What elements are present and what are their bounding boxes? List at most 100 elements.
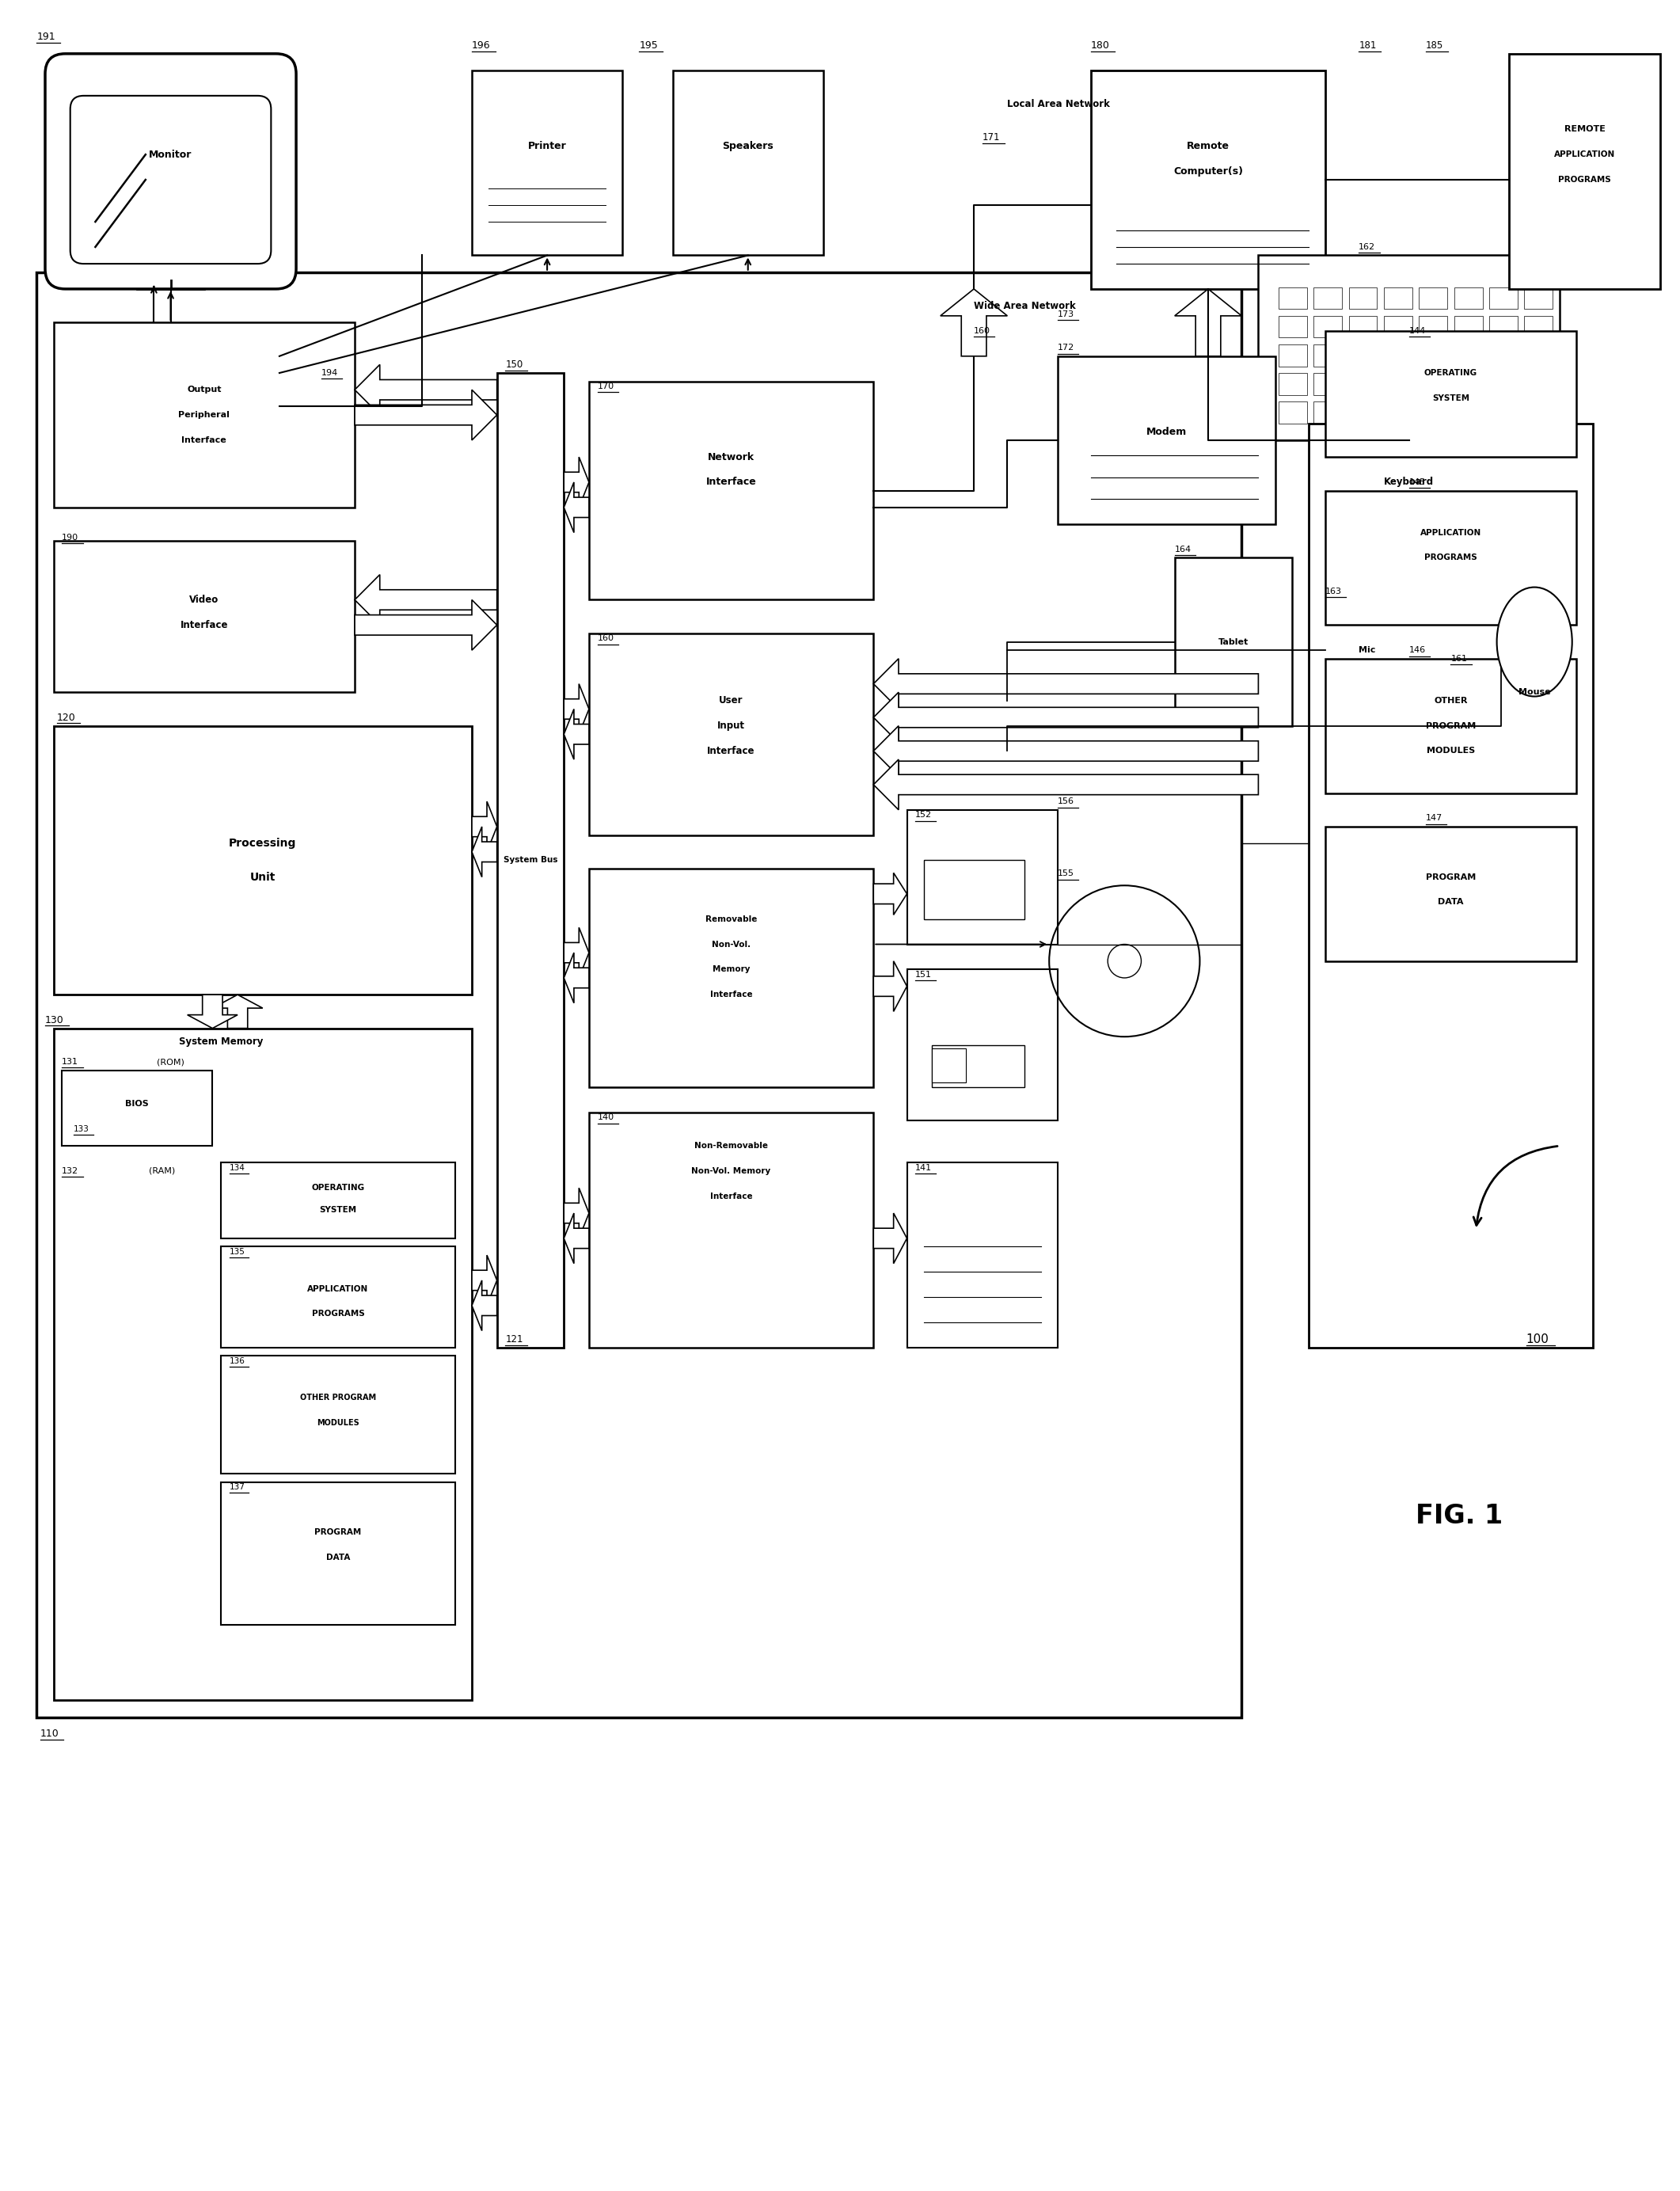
Text: MODULES: MODULES — [1426, 747, 1475, 756]
Bar — [37, 272, 1242, 1718]
Bar — [1090, 70, 1326, 289]
FancyArrow shape — [874, 760, 1258, 811]
Bar — [220, 1356, 455, 1475]
Bar — [1455, 401, 1482, 423]
FancyArrow shape — [874, 659, 1258, 710]
Bar — [1314, 401, 1342, 423]
FancyArrow shape — [874, 725, 1258, 776]
FancyArrow shape — [354, 390, 497, 440]
Bar — [1455, 316, 1482, 337]
Text: Output: Output — [186, 386, 222, 394]
Bar — [1314, 344, 1342, 366]
Text: 151: 151 — [916, 971, 932, 979]
Text: 173: 173 — [1057, 311, 1074, 318]
Text: 140: 140 — [598, 1113, 615, 1122]
Text: (ROM): (ROM) — [156, 1058, 185, 1065]
FancyArrow shape — [564, 927, 590, 977]
Text: Local Area Network: Local Area Network — [1008, 99, 1110, 110]
Text: 110: 110 — [40, 1729, 59, 1740]
Text: 190: 190 — [62, 535, 79, 541]
Text: 144: 144 — [1410, 326, 1426, 335]
Text: PROGRAMS: PROGRAMS — [1425, 554, 1477, 561]
Text: 131: 131 — [62, 1058, 79, 1065]
Text: Video: Video — [190, 594, 218, 605]
Bar — [1314, 372, 1342, 394]
Text: 155: 155 — [1057, 870, 1074, 879]
Text: OPERATING: OPERATING — [311, 1183, 365, 1192]
Bar — [220, 1481, 455, 1626]
Bar — [1384, 401, 1413, 423]
Text: 185: 185 — [1426, 39, 1443, 50]
Text: Interface: Interface — [181, 436, 227, 445]
Bar — [1524, 316, 1552, 337]
Bar — [1384, 372, 1413, 394]
Bar — [1455, 344, 1482, 366]
FancyArrow shape — [874, 962, 907, 1012]
FancyBboxPatch shape — [71, 96, 270, 263]
Bar — [907, 811, 1057, 944]
Text: Memory: Memory — [712, 966, 749, 973]
Bar — [1524, 344, 1552, 366]
Text: Unit: Unit — [250, 872, 276, 883]
Bar — [1174, 559, 1292, 725]
Text: 135: 135 — [228, 1249, 245, 1255]
Bar — [672, 70, 823, 256]
Text: 147: 147 — [1426, 815, 1443, 822]
Bar — [1524, 287, 1552, 309]
Bar — [1349, 344, 1378, 366]
Text: Non-Removable: Non-Removable — [694, 1142, 768, 1150]
Bar — [1420, 287, 1448, 309]
Text: 146: 146 — [1410, 646, 1426, 655]
Text: 160: 160 — [598, 635, 613, 642]
Bar — [1488, 316, 1517, 337]
Bar — [1326, 491, 1576, 624]
Bar — [590, 868, 874, 1087]
Bar — [1314, 316, 1342, 337]
FancyArrow shape — [472, 1280, 497, 1330]
Text: Non-Vol.: Non-Vol. — [712, 940, 751, 949]
Bar — [1278, 316, 1307, 337]
Text: Mic: Mic — [1359, 646, 1376, 655]
Text: OPERATING: OPERATING — [1425, 368, 1477, 377]
Text: Computer(s): Computer(s) — [1173, 167, 1243, 177]
Text: 160: 160 — [974, 326, 991, 335]
Text: 191: 191 — [37, 31, 55, 42]
Bar — [1326, 609, 1410, 692]
FancyArrow shape — [564, 1188, 590, 1238]
Text: 161: 161 — [1452, 655, 1467, 662]
Bar — [1057, 357, 1275, 524]
Text: Peripheral: Peripheral — [178, 412, 230, 418]
Text: User: User — [719, 695, 743, 706]
Bar — [1309, 423, 1593, 1347]
Text: APPLICATION: APPLICATION — [307, 1284, 368, 1293]
Text: 133: 133 — [74, 1126, 89, 1133]
Bar — [54, 725, 472, 995]
Bar — [1278, 401, 1307, 423]
Bar — [54, 541, 354, 692]
Text: Speakers: Speakers — [722, 140, 773, 151]
FancyArrow shape — [874, 1214, 907, 1264]
FancyArrow shape — [941, 289, 1008, 357]
Text: Interface: Interface — [711, 1192, 753, 1201]
Bar — [1384, 344, 1413, 366]
Text: 171: 171 — [983, 134, 1000, 142]
Text: DATA: DATA — [1438, 898, 1463, 907]
Text: 180: 180 — [1090, 39, 1110, 50]
Bar — [1349, 316, 1378, 337]
Bar — [1384, 287, 1413, 309]
Text: Modem: Modem — [1146, 427, 1186, 436]
Text: 150: 150 — [506, 359, 522, 370]
Bar — [590, 381, 874, 600]
Bar — [1488, 287, 1517, 309]
Text: 170: 170 — [598, 383, 615, 390]
Bar — [497, 372, 564, 1347]
FancyArrow shape — [874, 692, 1258, 743]
Text: System Memory: System Memory — [178, 1036, 264, 1047]
FancyArrow shape — [564, 710, 590, 760]
Bar — [1349, 372, 1378, 394]
Bar — [1314, 287, 1342, 309]
Text: Wide Area Network: Wide Area Network — [974, 300, 1075, 311]
Text: 120: 120 — [57, 712, 76, 723]
Text: PROGRAMS: PROGRAMS — [311, 1310, 365, 1319]
Text: Mouse: Mouse — [1519, 688, 1551, 697]
